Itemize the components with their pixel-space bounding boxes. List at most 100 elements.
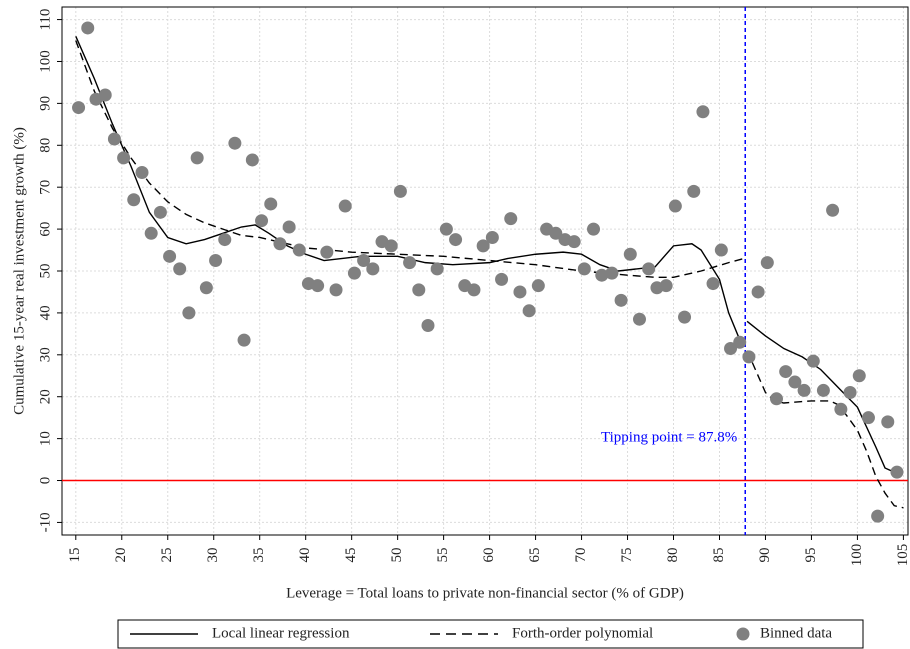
- data-point: [72, 101, 86, 115]
- threshold-label: Tipping point = 87.8%: [601, 429, 737, 445]
- x-axis-title: Leverage = Total loans to private non-fi…: [286, 585, 684, 601]
- data-point: [403, 256, 417, 270]
- x-tick-label: 105: [895, 544, 910, 567]
- data-point: [632, 312, 646, 326]
- data-point: [384, 239, 398, 253]
- data-point: [861, 411, 875, 425]
- x-tick-label: 40: [297, 548, 313, 563]
- x-tick-label: 90: [757, 548, 773, 563]
- x-tick-label: 75: [619, 548, 635, 563]
- data-point: [117, 151, 131, 165]
- data-point: [135, 166, 149, 180]
- legend-label: Forth-order polynomial: [512, 625, 653, 641]
- data-point: [595, 268, 609, 282]
- data-point: [218, 233, 232, 247]
- data-point: [577, 262, 591, 276]
- x-tick-label: 50: [389, 548, 405, 563]
- data-point: [366, 262, 380, 276]
- data-point: [806, 354, 820, 368]
- data-point: [412, 283, 426, 297]
- y-tick-label: -10: [37, 512, 53, 532]
- y-tick-label: 40: [37, 305, 53, 320]
- data-point: [430, 262, 444, 276]
- y-tick-label: 20: [37, 389, 53, 404]
- data-point: [797, 383, 811, 397]
- data-point: [614, 293, 628, 307]
- data-point: [834, 402, 848, 416]
- data-point: [504, 212, 518, 226]
- data-point: [881, 415, 895, 429]
- data-point: [264, 197, 278, 211]
- fit-line: [75, 36, 895, 473]
- data-point: [495, 272, 509, 286]
- data-point: [320, 245, 334, 259]
- data-point: [513, 285, 527, 299]
- plot-frame: [61, 6, 909, 536]
- data-point: [98, 88, 112, 102]
- x-tick-label: 100: [849, 544, 865, 567]
- data-point: [642, 262, 656, 276]
- data-point: [153, 205, 167, 219]
- x-tick-label: 35: [251, 548, 267, 563]
- data-point: [733, 335, 747, 349]
- data-point: [273, 237, 287, 251]
- data-point: [209, 254, 223, 268]
- data-point: [852, 369, 866, 383]
- data-point: [228, 136, 242, 150]
- data-point: [449, 233, 463, 247]
- data-point: [485, 230, 499, 244]
- data-point: [788, 375, 802, 389]
- y-tick-label: 10: [37, 431, 53, 446]
- data-point: [871, 509, 885, 523]
- data-point: [890, 465, 904, 479]
- data-point: [338, 199, 352, 213]
- x-tick-label: 15: [67, 548, 83, 563]
- data-point: [659, 279, 673, 293]
- data-point: [107, 132, 121, 146]
- data-point: [668, 199, 682, 213]
- data-point: [144, 226, 158, 240]
- x-tick-label: 85: [711, 548, 727, 563]
- y-tick-label: 30: [37, 347, 53, 362]
- data-point: [329, 283, 343, 297]
- x-tick-label: 30: [205, 548, 221, 563]
- data-point: [751, 285, 765, 299]
- data-point: [779, 365, 793, 379]
- legend-box: [117, 619, 864, 649]
- data-point: [347, 266, 361, 280]
- data-point: [696, 105, 710, 119]
- data-point: [826, 203, 840, 217]
- data-point: [476, 239, 490, 253]
- legend-label: Binned data: [760, 625, 832, 641]
- x-tick-label: 45: [343, 548, 359, 563]
- x-tick-label: 70: [573, 548, 589, 563]
- data-point: [393, 184, 407, 198]
- data-point: [843, 386, 857, 400]
- data-point: [605, 266, 619, 280]
- data-point: [587, 222, 601, 236]
- data-point: [439, 222, 453, 236]
- data-point: [173, 262, 187, 276]
- y-tick-label: 50: [37, 264, 53, 279]
- data-point: [255, 214, 269, 228]
- data-point: [724, 342, 738, 356]
- legend-swatch: [736, 627, 750, 641]
- data-point: [81, 21, 95, 35]
- data-point: [292, 243, 306, 257]
- x-tick-label: 95: [803, 548, 819, 563]
- data-point: [421, 318, 435, 332]
- data-point: [190, 151, 204, 165]
- y-tick-label: 80: [37, 138, 53, 153]
- y-tick-label: 60: [37, 222, 53, 237]
- x-tick-label: 80: [665, 548, 681, 563]
- y-tick-label: 110: [37, 9, 53, 31]
- legend-label: Local linear regression: [212, 625, 350, 641]
- x-tick-label: 65: [527, 548, 543, 563]
- data-point: [357, 254, 371, 268]
- y-tick-label: 90: [37, 96, 53, 111]
- x-tick-label: 60: [481, 548, 497, 563]
- data-point: [567, 235, 581, 249]
- fit-line: [75, 40, 904, 509]
- data-point: [623, 247, 637, 261]
- data-point: [760, 256, 774, 270]
